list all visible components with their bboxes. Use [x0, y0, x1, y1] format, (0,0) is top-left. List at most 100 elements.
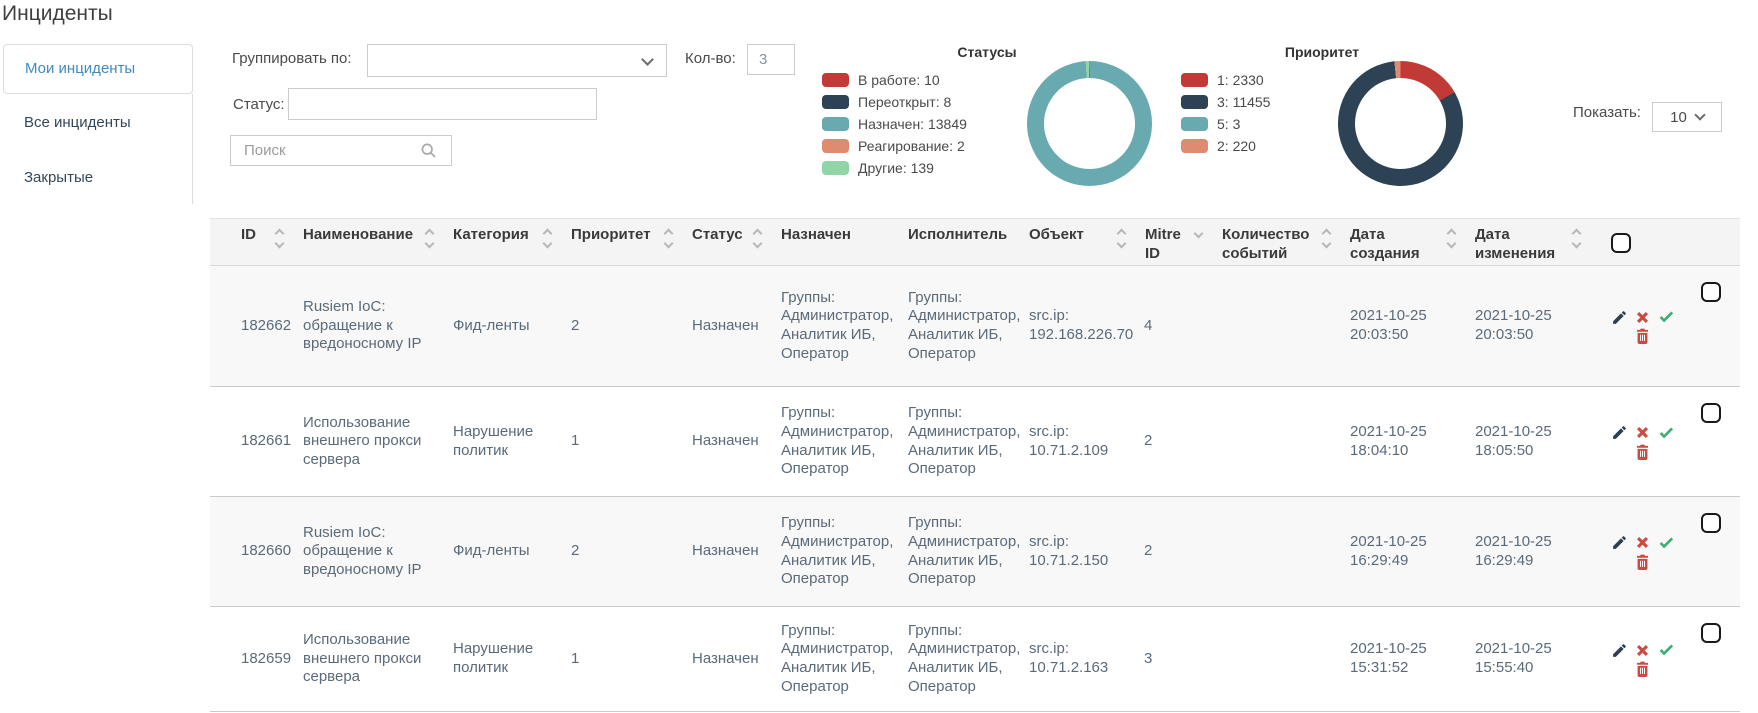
column-header[interactable]: Дата создания — [1350, 219, 1475, 265]
sort-chevrons-icon[interactable] — [752, 228, 763, 249]
chevron-up-icon — [752, 228, 763, 239]
legend-label: Назначен: 13849 — [858, 116, 967, 132]
legend-label: 3: 11455 — [1217, 94, 1271, 110]
chart-title: Статусы — [957, 44, 1017, 60]
page-size-select[interactable]: 10 — [1652, 102, 1722, 132]
column-header[interactable]: Исполнитель — [908, 219, 1029, 265]
chevron-up-icon — [542, 228, 553, 239]
x-icon[interactable] — [1634, 424, 1651, 441]
cell-assigned: Группы: Администратор, Аналитик ИБ, Опер… — [781, 288, 894, 362]
column-header[interactable]: Объект — [1029, 219, 1145, 265]
cell-status: Назначен — [692, 649, 759, 667]
cell-modified-date: 2021-10-25 16:29:49 — [1475, 532, 1552, 569]
trash-icon[interactable] — [1635, 444, 1650, 460]
column-header[interactable]: Назначен — [781, 219, 908, 265]
check-icon[interactable] — [1657, 641, 1675, 659]
search-input[interactable] — [230, 135, 452, 166]
sort-chevrons-icon[interactable] — [1321, 228, 1332, 249]
statuses-chart: Статусы В работе: 10 Переоткрыт: 8 Назна… — [822, 44, 1152, 194]
cell-category: Нарушение политик — [453, 422, 534, 459]
trash-icon[interactable] — [1635, 328, 1650, 344]
check-icon[interactable] — [1657, 308, 1675, 326]
sidebar-tab-label: Закрытые — [24, 169, 94, 186]
chevron-down-icon — [1193, 228, 1204, 239]
group-by-label: Группировать по: — [232, 50, 352, 67]
priority-chart: Приоритет 1: 2330 3: 11455 5: 3 2: 220 — [1181, 44, 1463, 194]
pencil-icon[interactable] — [1611, 309, 1628, 326]
cell-mitre-id — [1145, 497, 1222, 606]
table-row: 182661 Использование внешнего прокси сер… — [210, 387, 1740, 497]
status-filter-input[interactable] — [288, 88, 597, 120]
table-row: 182659 Использование внешнего прокси сер… — [210, 607, 1740, 712]
legend-item: Другие: 139 — [822, 160, 1152, 176]
cell-priority: 2 — [571, 316, 580, 334]
count-input[interactable] — [747, 44, 795, 75]
x-icon[interactable] — [1634, 534, 1651, 551]
trash-icon[interactable] — [1635, 554, 1650, 570]
chevron-down-icon — [274, 238, 285, 249]
search-icon[interactable] — [420, 142, 437, 159]
sort-chevrons-icon[interactable] — [1116, 228, 1127, 249]
pencil-icon[interactable] — [1611, 534, 1628, 551]
cell-category: Нарушение политик — [453, 640, 534, 676]
x-icon[interactable] — [1634, 309, 1651, 326]
sidebar-tab-label: Все инциденты — [24, 114, 131, 131]
column-header[interactable]: Наименование — [303, 219, 453, 265]
row-checkbox[interactable] — [1701, 403, 1721, 423]
sort-chevrons-icon[interactable] — [663, 228, 674, 249]
chart-legend: В работе: 10 Переоткрыт: 8 Назначен: 138… — [822, 72, 1152, 176]
cell-status: Назначен — [692, 542, 759, 560]
row-checkbox[interactable] — [1701, 282, 1721, 302]
column-header[interactable]: Статус — [692, 219, 781, 265]
sidebar-tab[interactable]: Все инциденты — [3, 94, 193, 149]
cell-assigned: Группы: Администратор, Аналитик ИБ, Опер… — [781, 404, 894, 478]
trash-icon[interactable] — [1635, 661, 1650, 677]
cell-executor: Группы: Администратор, Аналитик ИБ, Опер… — [908, 514, 1021, 588]
cell-id: 182662 — [241, 316, 292, 334]
legend-swatch — [822, 73, 849, 87]
group-by-select[interactable] — [367, 44, 667, 77]
pencil-icon[interactable] — [1611, 424, 1628, 441]
column-header[interactable]: Mitre ID — [1145, 219, 1222, 265]
sidebar: Мои инциденты Все инциденты Закрытые — [3, 44, 193, 204]
cell-events-count: 2 — [1144, 542, 1153, 560]
cell-mitre-id — [1145, 266, 1222, 386]
column-header[interactable]: Количество событий — [1222, 219, 1350, 265]
legend-swatch — [822, 139, 849, 153]
legend-item: Реагирование: 2 — [822, 138, 1152, 154]
column-header[interactable]: ID — [210, 219, 303, 265]
column-header[interactable]: Дата изменения — [1475, 219, 1600, 265]
sort-chevrons-icon[interactable] — [542, 228, 553, 249]
column-header[interactable]: Категория — [453, 219, 571, 265]
chart-legend: 1: 2330 3: 11455 5: 3 2: 220 — [1181, 72, 1463, 154]
sidebar-tab[interactable]: Мои инциденты — [3, 44, 193, 94]
sort-chevrons-icon[interactable] — [1571, 228, 1582, 249]
incidents-table: ID Наименование Категория Приоритет Стат… — [210, 218, 1740, 712]
pencil-icon[interactable] — [1611, 642, 1628, 659]
row-checkbox[interactable] — [1701, 513, 1721, 533]
column-header[interactable]: Приоритет — [571, 219, 692, 265]
legend-label: 1: 2330 — [1217, 72, 1264, 88]
column-header-label: Mitre ID — [1145, 226, 1181, 262]
select-all-checkbox[interactable] — [1611, 233, 1631, 253]
cell-object: src.ip: 10.71.2.150 — [1029, 532, 1109, 569]
check-icon[interactable] — [1657, 534, 1675, 552]
sort-chevrons-icon[interactable] — [1193, 228, 1204, 239]
sort-chevrons-icon[interactable] — [424, 228, 435, 249]
chevron-up-icon — [1446, 228, 1457, 239]
table-header: ID Наименование Категория Приоритет Стат… — [210, 218, 1740, 266]
column-header-label: Назначен — [781, 226, 851, 243]
cell-mitre-id — [1145, 607, 1222, 711]
column-header-label: Дата создания — [1350, 226, 1420, 262]
cell-status: Назначен — [692, 316, 759, 334]
table-body: 182662 Rusiem IoC: обращение к вредоносн… — [210, 266, 1740, 712]
sort-chevrons-icon[interactable] — [274, 228, 285, 249]
row-checkbox[interactable] — [1701, 623, 1721, 643]
legend-swatch — [1181, 117, 1208, 131]
sidebar-tab[interactable]: Закрытые — [3, 149, 193, 204]
sort-chevrons-icon[interactable] — [1446, 228, 1457, 249]
x-icon[interactable] — [1634, 642, 1651, 659]
legend-item: Назначен: 13849 — [822, 116, 1152, 132]
column-header-label: Приоритет — [571, 226, 651, 243]
check-icon[interactable] — [1657, 424, 1675, 442]
